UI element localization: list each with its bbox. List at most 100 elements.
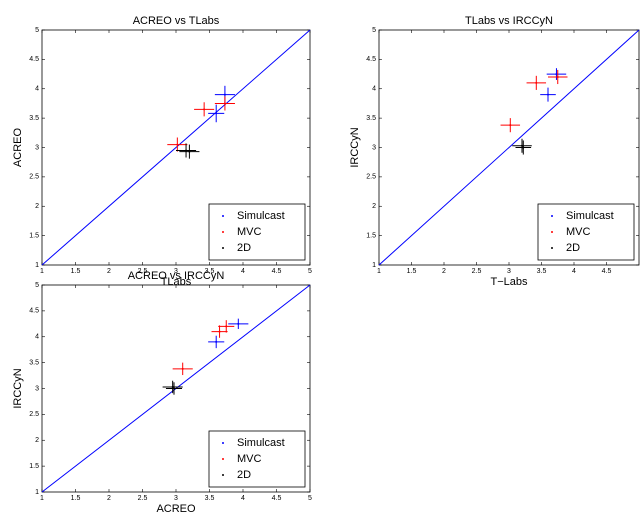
point xyxy=(237,322,240,325)
point xyxy=(203,108,206,111)
point xyxy=(556,76,559,78)
y-tick-label: 5 xyxy=(35,282,39,289)
y-tick-label: 3.5 xyxy=(29,115,39,122)
point xyxy=(225,325,228,328)
y-axis-label: ACREO xyxy=(12,128,24,168)
y-tick-label: 2 xyxy=(35,203,39,210)
x-tick-label: 1 xyxy=(40,268,44,275)
y-tick-label: 1.5 xyxy=(29,232,39,239)
point xyxy=(555,73,558,76)
x-axis-label: T−Labs xyxy=(491,276,528,288)
y-tick-label: 4 xyxy=(35,334,39,341)
x-tick-label: 1 xyxy=(40,495,44,502)
point xyxy=(171,385,174,388)
legend-marker xyxy=(551,231,553,233)
x-tick-label: 1.5 xyxy=(71,495,81,502)
legend-label: Simulcast xyxy=(566,210,614,222)
legend-box xyxy=(208,203,306,261)
x-tick-label: 1.5 xyxy=(71,268,81,275)
y-tick-label: 1 xyxy=(372,262,376,269)
legend-label: MVC xyxy=(566,226,591,238)
point xyxy=(188,150,191,153)
point xyxy=(509,124,512,127)
y-tick-label: 2.5 xyxy=(29,411,39,418)
y-tick-label: 1 xyxy=(35,489,39,496)
y-tick-label: 4 xyxy=(35,86,39,93)
legend-marker xyxy=(222,231,224,233)
x-tick-label: 5 xyxy=(308,268,312,275)
y-tick-label: 2 xyxy=(35,437,39,444)
x-tick-label: 3.5 xyxy=(537,268,547,275)
x-tick-label: 2 xyxy=(107,495,111,502)
point xyxy=(218,330,221,333)
y-tick-label: 3 xyxy=(35,385,39,392)
x-tick-label: 4.5 xyxy=(602,268,612,275)
x-tick-label: 3 xyxy=(174,495,178,502)
y-tick-label: 4.5 xyxy=(29,56,39,63)
y-tick-label: 2.5 xyxy=(29,174,39,181)
legend-marker xyxy=(551,247,553,249)
x-tick-label: 2 xyxy=(107,268,111,275)
legend-marker xyxy=(222,458,224,460)
y-tick-label: 2 xyxy=(372,203,376,210)
legend-box xyxy=(537,203,635,261)
x-tick-label: 1 xyxy=(377,268,381,275)
x-tick-label: 4 xyxy=(572,268,576,275)
point xyxy=(535,81,538,84)
identity-line xyxy=(378,29,640,266)
legend-marker xyxy=(222,247,224,249)
legend-marker xyxy=(222,474,224,476)
x-tick-label: 3 xyxy=(174,268,178,275)
legend-label: 2D xyxy=(237,242,251,254)
legend-label: Simulcast xyxy=(237,437,285,449)
point xyxy=(181,367,184,370)
legend-label: MVC xyxy=(237,453,262,465)
x-tick-label: 3.5 xyxy=(205,268,215,275)
y-tick-label: 3 xyxy=(372,144,376,151)
point xyxy=(185,149,188,152)
legend-label: Simulcast xyxy=(237,210,285,222)
x-tick-label: 2 xyxy=(442,268,446,275)
subplot: 1 1.5 2 2.5 3 3.5 4 4.5 1 1.5 2 2.5 3 3.5 4 4.5 5 TLabs v… xyxy=(349,15,640,288)
y-tick-label: 3 xyxy=(35,144,39,151)
y-tick-label: 1.5 xyxy=(366,232,376,239)
legend-label: 2D xyxy=(566,242,580,254)
y-tick-label: 5 xyxy=(35,27,39,34)
legend-box xyxy=(208,430,306,488)
chart-title: ACREO vs TLabs xyxy=(133,15,220,27)
y-axis-label: IRCCyN xyxy=(349,127,361,167)
legend-marker xyxy=(551,215,553,217)
x-tick-label: 4.5 xyxy=(272,495,282,502)
x-tick-label: 3.5 xyxy=(205,495,215,502)
y-tick-label: 1.5 xyxy=(29,463,39,470)
legend-marker xyxy=(222,442,224,444)
y-tick-label: 4.5 xyxy=(29,308,39,315)
legend-label: MVC xyxy=(237,226,262,238)
y-tick-label: 2.5 xyxy=(366,174,376,181)
point xyxy=(172,387,175,390)
y-tick-label: 3.5 xyxy=(366,115,376,122)
x-tick-label: 1.5 xyxy=(407,268,417,275)
legend-marker xyxy=(222,215,224,217)
point xyxy=(223,102,226,105)
point xyxy=(215,112,218,115)
y-tick-label: 3.5 xyxy=(29,359,39,366)
x-tick-label: 4 xyxy=(241,495,245,502)
subplot: 1 1.5 2 2.5 3 3.5 4 4.5 511.522.533.544.55ACREO … xyxy=(12,270,312,515)
subplot: 1 1.5 2 2.5 3 3.5 4 4.5 511.522.533.544.55ACREO … xyxy=(12,15,312,288)
y-axis-label: IRCCyN xyxy=(12,368,24,408)
x-tick-label: 2.5 xyxy=(138,495,148,502)
x-tick-label: 4 xyxy=(241,268,245,275)
point xyxy=(522,146,525,149)
point xyxy=(547,93,549,96)
identity-line xyxy=(41,29,311,266)
x-tick-label: 2.5 xyxy=(138,268,148,275)
legend-label: 2D xyxy=(237,469,251,481)
y-tick-label: 1 xyxy=(35,262,39,269)
x-tick-label: 3 xyxy=(507,268,511,275)
x-axis-label: ACREO xyxy=(156,503,196,515)
chart-title: ACREO vs IRCCyN xyxy=(128,270,225,282)
chart-title: TLabs vs IRCCyN xyxy=(465,15,553,27)
